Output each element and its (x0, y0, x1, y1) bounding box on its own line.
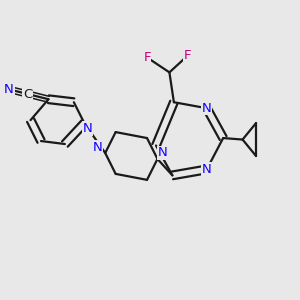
Text: N: N (158, 146, 168, 160)
Text: N: N (93, 140, 103, 154)
Text: N: N (202, 102, 211, 115)
Text: F: F (184, 50, 191, 62)
Text: N: N (82, 122, 92, 135)
Text: N: N (202, 163, 211, 176)
Text: F: F (143, 51, 151, 64)
Text: C: C (23, 88, 32, 100)
Text: N: N (4, 83, 14, 96)
